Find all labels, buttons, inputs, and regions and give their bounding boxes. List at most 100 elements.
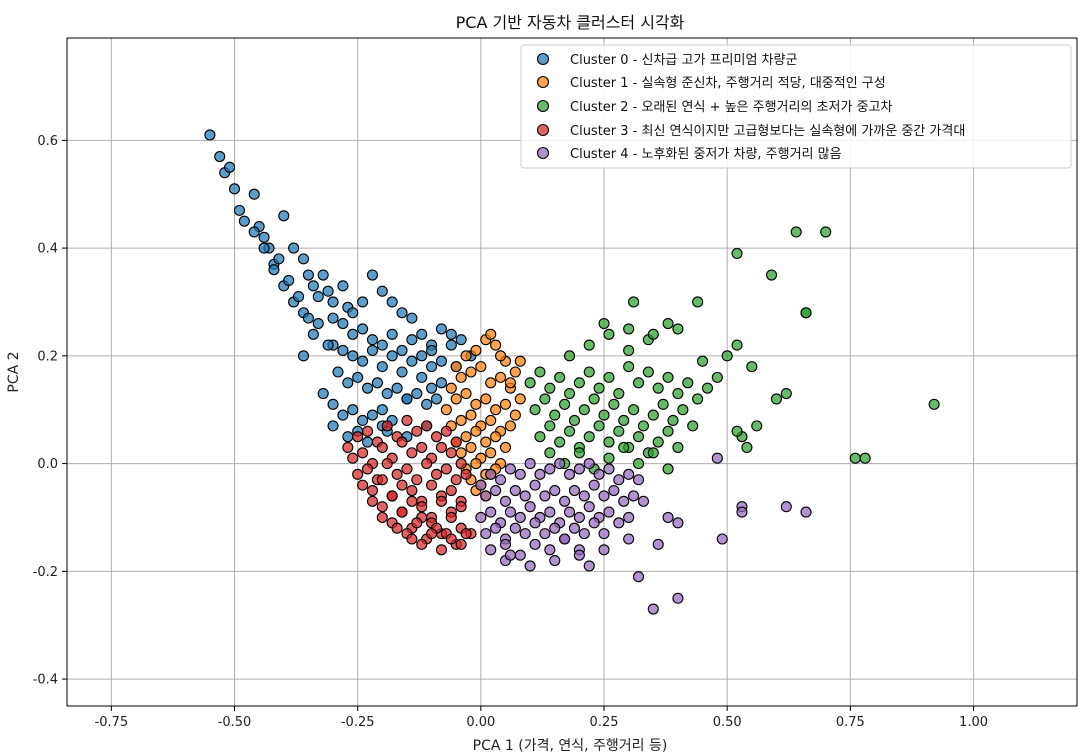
data-point (652, 382, 664, 394)
data-point (583, 458, 595, 470)
data-point (426, 344, 438, 357)
x-tick-label: 1.00 (959, 715, 988, 730)
data-point (534, 431, 546, 443)
data-point (396, 344, 408, 357)
series-cluster-2 (524, 226, 940, 475)
data-point (224, 161, 236, 173)
data-point (416, 328, 428, 340)
data-point (460, 387, 472, 400)
data-point (623, 344, 635, 357)
data-point (317, 387, 329, 400)
data-point (480, 393, 492, 405)
data-point (366, 344, 379, 357)
data-point (618, 495, 630, 507)
legend-entry-cluster-2: Cluster 2 - 오래된 연식 + 높은 주행거리의 초저가 중고차 (536, 99, 893, 115)
data-point (490, 431, 502, 443)
data-point (662, 317, 674, 330)
data-point (529, 479, 541, 491)
data-point (381, 420, 393, 432)
data-point (435, 377, 447, 389)
data-point (386, 296, 398, 308)
data-point (455, 458, 467, 470)
data-point (711, 452, 723, 464)
y-tick-label: 0.6 (37, 134, 58, 149)
data-point (357, 323, 369, 335)
data-point (662, 371, 674, 383)
data-point (371, 377, 383, 389)
data-point (386, 328, 398, 340)
data-point (514, 393, 526, 405)
data-point (268, 264, 280, 276)
data-point (322, 339, 334, 351)
x-tick-label: -0.50 (218, 715, 252, 730)
data-point (598, 544, 610, 556)
data-point (342, 441, 354, 453)
legend-label-cluster-0: Cluster 0 - 신차급 고가 프리미엄 차량군 (570, 53, 797, 68)
data-point (519, 528, 531, 540)
data-point (613, 517, 625, 529)
data-point (376, 285, 388, 297)
data-point (628, 404, 640, 416)
data-point (312, 317, 324, 330)
data-point (381, 387, 393, 400)
data-point (800, 506, 812, 518)
data-point (647, 603, 659, 615)
data-point (416, 371, 428, 383)
data-point (361, 436, 374, 448)
data-point (534, 468, 546, 480)
data-point (573, 447, 585, 459)
data-point (322, 285, 334, 297)
data-point (578, 528, 590, 540)
data-point (480, 490, 492, 502)
legend-entry-cluster-3: Cluster 3 - 최신 연식이지만 고급형보다는 실속형에 가까운 중간 … (536, 123, 965, 139)
x-tick-label: 0.75 (836, 715, 865, 730)
data-point (376, 474, 388, 486)
data-point (524, 458, 536, 470)
legend-marker-cluster-2 (536, 99, 550, 113)
data-point (563, 350, 576, 362)
data-point (445, 339, 457, 351)
x-tick-label: 0.50 (713, 715, 742, 730)
data-point (337, 280, 349, 292)
data-point (347, 328, 359, 340)
data-point (490, 522, 502, 534)
plot-area-frame (66, 37, 1078, 707)
data-point (445, 382, 457, 394)
data-point (495, 474, 507, 486)
data-point (701, 382, 714, 394)
y-tick-label: 0.4 (37, 242, 58, 257)
data-point (504, 463, 516, 475)
data-point (411, 474, 423, 486)
data-point (357, 447, 369, 459)
x-tick-label: 0.00 (466, 715, 495, 730)
data-point (278, 210, 290, 222)
legend-label-cluster-3: Cluster 3 - 최신 연식이지만 고급형보다는 실속형에 가까운 중간 … (570, 124, 965, 139)
y-axis-ticks: -0.4 -0.2 0.0 0.2 0.4 0.6 (33, 134, 67, 688)
data-point (470, 344, 482, 357)
data-point (460, 468, 472, 480)
x-tick-label: 0.25 (590, 715, 619, 730)
data-point (406, 495, 418, 507)
data-point (504, 377, 516, 389)
data-point (480, 436, 492, 448)
data-point (692, 393, 704, 405)
y-tick-label: 0.0 (37, 457, 58, 472)
data-point (534, 366, 546, 378)
data-point (573, 511, 585, 524)
data-point (357, 479, 369, 491)
data-point (401, 393, 413, 405)
data-point (632, 571, 645, 583)
data-point (332, 366, 344, 378)
data-point (568, 484, 581, 497)
data-point (460, 528, 472, 540)
data-point (391, 468, 403, 480)
data-point (317, 269, 329, 281)
data-point (465, 366, 477, 378)
data-point (406, 484, 418, 497)
data-point (421, 398, 433, 410)
data-point (435, 355, 447, 367)
data-point (662, 511, 674, 524)
data-point (416, 538, 428, 550)
legend-marker-cluster-3 (536, 123, 550, 137)
data-point (544, 544, 556, 556)
